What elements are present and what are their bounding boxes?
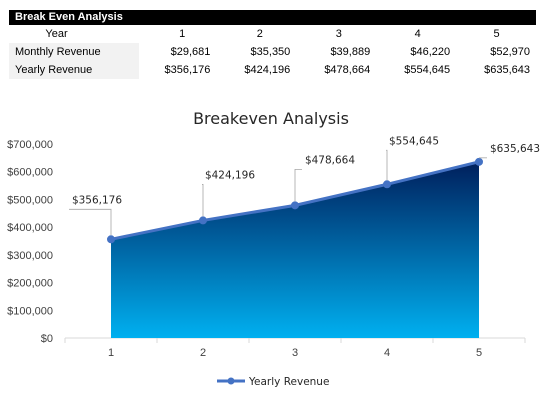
year-cell[interactable]: 2 <box>256 28 263 40</box>
x-tick-label: 4 <box>384 347 390 359</box>
value-cell[interactable]: $554,645 <box>404 64 451 76</box>
value-cell[interactable]: $46,220 <box>410 46 451 58</box>
data-point[interactable] <box>383 180 391 189</box>
data-label: $424,196 <box>205 169 255 181</box>
year-cell[interactable]: 5 <box>493 28 500 40</box>
value-cell[interactable]: $635,643 <box>484 64 531 76</box>
breakeven-chart[interactable]: Breakeven Analysis $0 $100,000 $200,000 $30… <box>0 96 546 406</box>
leader-line <box>69 208 112 236</box>
row-label[interactable]: Yearly Revenue <box>9 61 140 79</box>
value-cell[interactable]: $424,196 <box>244 64 291 76</box>
leader-line <box>386 149 388 181</box>
data-label: $356,176 <box>72 194 122 206</box>
data-point[interactable] <box>291 201 299 210</box>
y-tick-label: $100,000 <box>7 305 53 317</box>
data-point[interactable] <box>199 216 207 225</box>
legend-label[interactable]: Yearly Revenue <box>248 376 329 388</box>
data-label: $554,645 <box>389 135 439 147</box>
y-tick-label: $700,000 <box>7 139 53 151</box>
year-cell[interactable]: 4 <box>414 28 421 40</box>
y-tick-label: $400,000 <box>7 222 53 234</box>
leader-line <box>294 168 302 202</box>
data-label: $635,643 <box>490 143 540 155</box>
x-tick-label: 3 <box>292 347 298 359</box>
x-tick-label: 5 <box>476 347 482 359</box>
value-cell[interactable]: $356,176 <box>164 64 211 76</box>
data-label: $478,664 <box>305 154 355 166</box>
value-cell[interactable]: $478,664 <box>324 64 371 76</box>
y-tick-label: $300,000 <box>7 250 53 262</box>
leader-line <box>202 184 204 217</box>
legend-marker <box>227 377 235 385</box>
series-area <box>111 161 479 338</box>
y-tick-label: $500,000 <box>7 194 53 206</box>
year-cell[interactable]: 1 <box>179 28 186 40</box>
plot-area: $0 $100,000 $200,000 $300,000 $400,000 $500,0… <box>7 135 540 388</box>
table-row: Yearly Revenue $356,176 $424,196 $478,66… <box>9 61 536 79</box>
table-row: Monthly Revenue $29,681 $35,350 $39,889 … <box>9 43 536 61</box>
value-cell[interactable]: $29,681 <box>170 46 211 58</box>
y-tick-label: $200,000 <box>7 278 53 290</box>
chart-title: Breakeven Analysis <box>193 109 349 128</box>
value-cell[interactable]: $39,889 <box>330 46 371 58</box>
data-point[interactable] <box>107 235 115 244</box>
x-tick-label: 1 <box>108 347 114 359</box>
spreadsheet-table: Break Even Analysis Year 1 2 3 4 5 Month… <box>9 10 536 79</box>
year-cell[interactable]: 3 <box>335 28 342 40</box>
value-cell[interactable]: $35,350 <box>250 46 291 58</box>
y-tick-label: $600,000 <box>7 167 53 179</box>
row-label[interactable]: Monthly Revenue <box>9 43 140 61</box>
sheet-title: Break Even Analysis <box>9 10 536 25</box>
year-header[interactable]: Year <box>45 28 68 40</box>
data-point[interactable] <box>475 157 483 166</box>
value-cell[interactable]: $52,970 <box>490 46 531 58</box>
x-tick-label: 2 <box>200 347 206 359</box>
y-tick-label: $0 <box>41 333 53 345</box>
header-row: Year 1 2 3 4 5 <box>9 25 536 43</box>
